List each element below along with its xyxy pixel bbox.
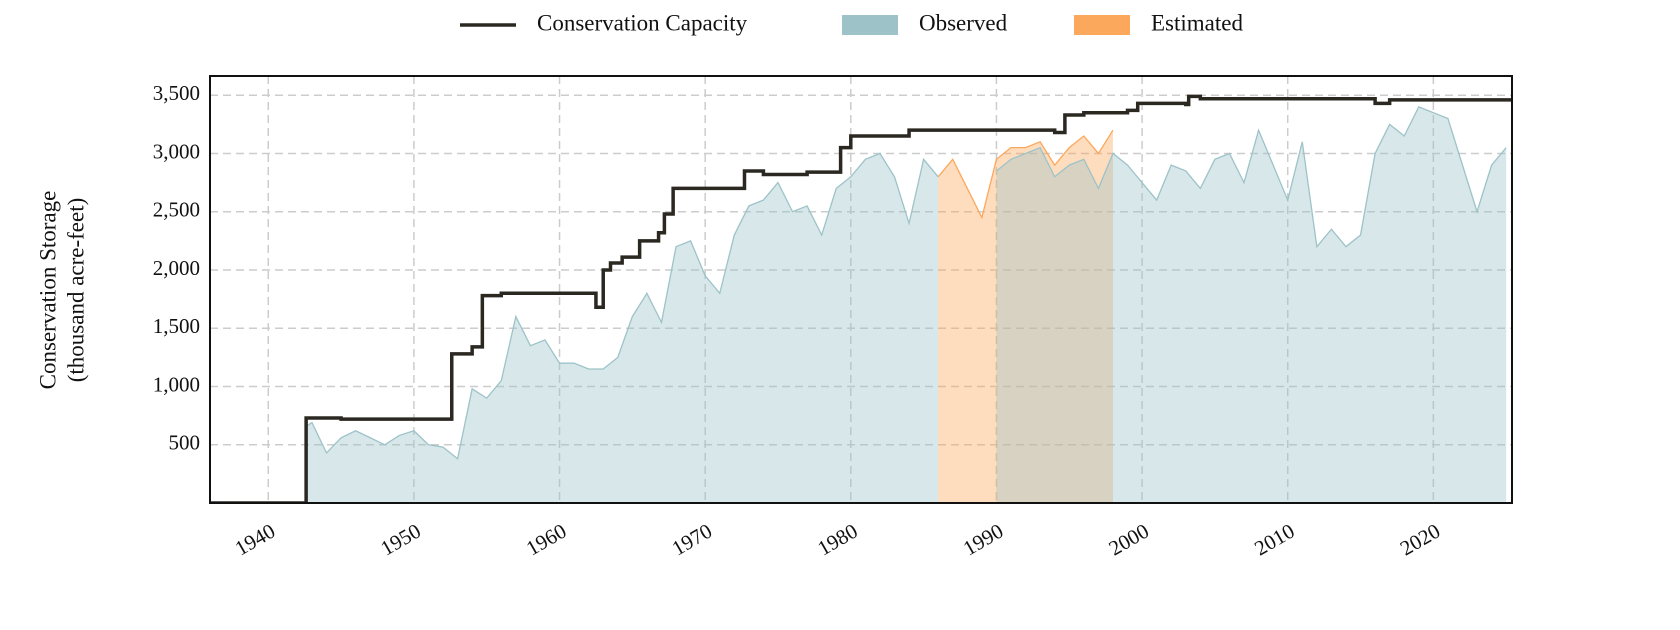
step-line: [210, 94, 1512, 503]
legend-swatch: [1074, 15, 1130, 35]
legend-swatch: [842, 15, 898, 35]
grid: [210, 76, 1512, 503]
area-fill: [304, 153, 939, 503]
y-tick-label: 2,500: [153, 198, 200, 222]
plot-area: [210, 94, 1512, 503]
y-tick-label: 1,000: [153, 372, 200, 396]
x-tick-label: 2010: [1250, 519, 1298, 561]
x-tick-label: 2020: [1396, 519, 1444, 561]
legend: Conservation Capacity Observed Estimated: [460, 10, 1243, 35]
legend-label: Estimated: [1151, 10, 1243, 35]
area-line: [996, 106, 1507, 249]
y-tick-label: 3,000: [153, 139, 200, 163]
x-tick-label: 2000: [1105, 519, 1153, 561]
area-fill: [938, 130, 1113, 503]
x-tick-label: 1990: [959, 519, 1007, 561]
x-tick-label: 1980: [813, 519, 861, 561]
area-line: [304, 152, 939, 460]
y-tick-label: 1,500: [153, 314, 200, 338]
area-fill: [996, 106, 1507, 503]
area-line: [937, 129, 1114, 220]
x-tick-label: 1940: [231, 519, 279, 561]
x-tick-label: 1970: [668, 519, 716, 561]
legend-label: Observed: [919, 10, 1008, 35]
y-axis-label: (thousand acre-feet): [63, 198, 88, 383]
x-tick-label: 1950: [376, 519, 424, 561]
x-tick-label: 1960: [522, 519, 570, 561]
y-axis-label: Conservation Storage: [35, 191, 60, 390]
legend-label: Conservation Capacity: [537, 10, 748, 35]
y-tick-label: 500: [169, 431, 201, 455]
y-tick-label: 3,500: [153, 81, 200, 105]
plot-frame: [209, 75, 1513, 504]
y-tick-label: 2,000: [153, 256, 200, 280]
